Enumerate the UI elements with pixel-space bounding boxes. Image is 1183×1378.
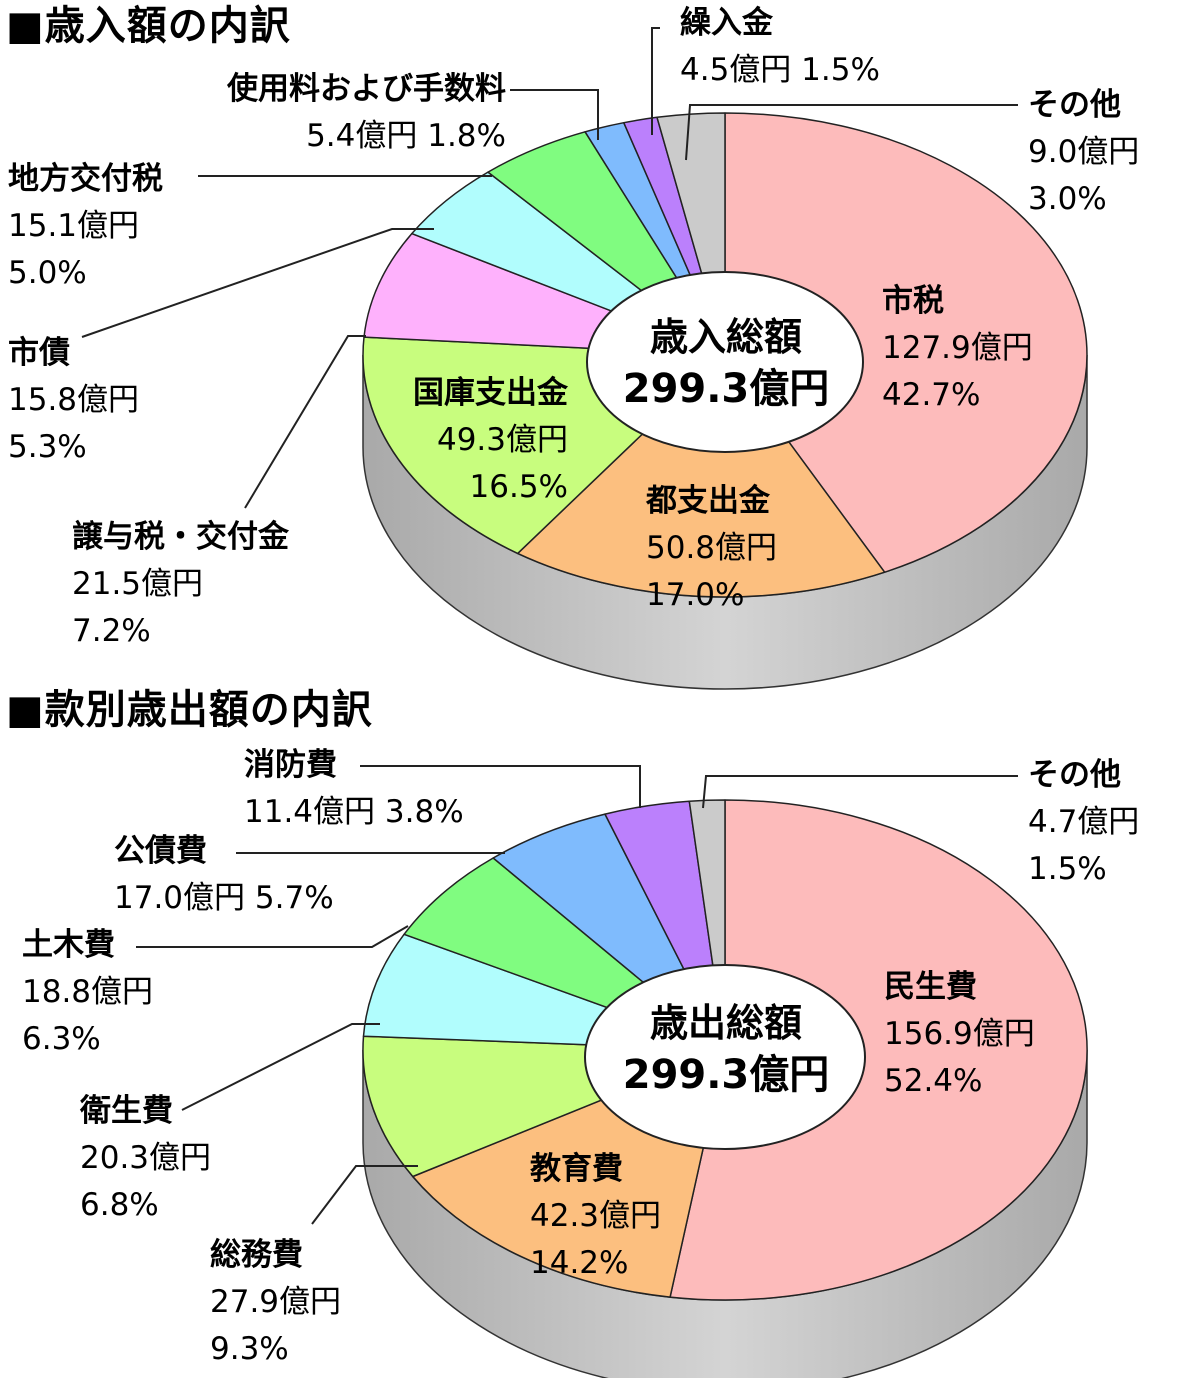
slice-label-kousaihi: 公債費 17.0億円 5.7% xyxy=(114,828,334,922)
slice-name: 都支出金 xyxy=(646,483,770,519)
slice-percent: 1.5% xyxy=(1028,851,1107,887)
slice-value: 17.0億円 xyxy=(114,880,246,916)
slice-percent: 7.2% xyxy=(72,613,151,649)
slice-label-kyouikuhi: 教育費 42.3億円 14.2% xyxy=(530,1146,661,1287)
slice-name: 教育費 xyxy=(530,1151,623,1187)
slice-name: その他 xyxy=(1028,87,1121,123)
slice-label-eiseihi: 衛生費 20.3億円 6.8% xyxy=(80,1088,211,1229)
slice-label-shouboushi: 消防費 11.4億円 3.8% xyxy=(244,742,464,836)
slice-name: 市債 xyxy=(8,335,70,371)
slice-name: 市税 xyxy=(882,283,944,319)
slice-label-minseihi: 民生費 156.9億円 52.4% xyxy=(884,964,1035,1105)
revenue-chart-title: ■歳入額の内訳 xyxy=(6,3,291,49)
slice-name: 民生費 xyxy=(884,969,977,1005)
slice-label-toshishutsukin: 都支出金 50.8億円 17.0% xyxy=(646,478,777,619)
slice-name: 公債費 xyxy=(114,833,207,869)
slice-percent: 9.3% xyxy=(210,1331,289,1367)
slice-percent: 6.8% xyxy=(80,1187,159,1223)
leader-line xyxy=(81,228,434,338)
slice-percent: 5.7% xyxy=(254,880,334,916)
slice-name: 地方交付税 xyxy=(8,161,163,197)
slice-percent: 16.5% xyxy=(469,469,568,505)
slice-name: 国庫支出金 xyxy=(413,375,568,411)
slice-name: 土木費 xyxy=(22,927,115,963)
slice-percent: 6.3% xyxy=(22,1021,101,1057)
leader-line xyxy=(685,104,1018,161)
slice-percent: 42.7% xyxy=(882,377,981,413)
slice-percent: 14.2% xyxy=(530,1245,629,1281)
slice-value: 49.3億円 xyxy=(436,422,568,458)
leader-line xyxy=(181,1023,380,1111)
slice-value: 11.4億円 xyxy=(244,794,376,830)
slice-name: 譲与税・交付金 xyxy=(72,519,289,555)
slice-value: 4.7億円 xyxy=(1028,804,1140,840)
slice-value: 15.8億円 xyxy=(8,382,140,418)
slice-label-sonota-expenditure: その他 4.7億円 1.5% xyxy=(1028,752,1139,893)
slice-value: 50.8億円 xyxy=(646,530,778,566)
leader-line xyxy=(136,925,409,948)
leader-line xyxy=(311,1165,418,1225)
slice-value: 27.9億円 xyxy=(210,1284,342,1320)
slice-percent: 1.8% xyxy=(427,118,506,154)
slice-value: 4.5億円 xyxy=(680,52,792,88)
slice-name: 総務費 xyxy=(210,1237,303,1273)
slice-value: 9.0億円 xyxy=(1028,134,1140,170)
pie-slice xyxy=(669,799,1088,1301)
slice-percent: 5.3% xyxy=(8,429,87,465)
slice-value: 18.8億円 xyxy=(22,974,154,1010)
pie-center-hole xyxy=(586,271,864,453)
slice-value: 156.9億円 xyxy=(884,1016,1035,1052)
slice-value: 20.3億円 xyxy=(80,1140,212,1176)
slice-percent: 5.0% xyxy=(8,255,87,291)
leader-line xyxy=(702,775,1018,809)
slice-label-kokko: 国庫支出金 49.3億円 16.5% xyxy=(378,370,568,511)
leader-line xyxy=(510,89,599,140)
slice-percent: 3.0% xyxy=(1028,181,1107,217)
slice-name: 繰入金 xyxy=(680,5,773,41)
slice-percent: 52.4% xyxy=(884,1063,983,1099)
expenditure-center-label: 歳出総額 299.3億円 xyxy=(592,998,860,1102)
center-total: 299.3億円 xyxy=(622,1052,830,1098)
center-total: 299.3億円 xyxy=(622,366,830,412)
leader-line xyxy=(651,27,660,135)
slice-value: 42.3億円 xyxy=(530,1198,662,1234)
slice-value: 15.1億円 xyxy=(8,208,140,244)
pie-center-hole xyxy=(584,964,866,1150)
slice-name: 使用料および手数料 xyxy=(227,71,506,107)
center-title: 歳入総額 xyxy=(649,315,802,359)
slice-value: 21.5億円 xyxy=(72,566,204,602)
slice-label-kurirekin: 繰入金 4.5億円 1.5% xyxy=(680,0,880,94)
slice-label-dobokuhi: 土木費 18.8億円 6.3% xyxy=(22,922,153,1063)
expenditure-chart-title: ■款別歳出額の内訳 xyxy=(6,687,373,733)
leader-line xyxy=(360,765,641,808)
slice-label-shiyouryou: 使用料および手数料 5.4億円 1.8% xyxy=(166,66,506,160)
slice-name: その他 xyxy=(1028,757,1121,793)
center-title: 歳出総額 xyxy=(649,1001,802,1045)
slice-label-chihoukoufuzei: 地方交付税 15.1億円 5.0% xyxy=(8,156,163,297)
slice-percent: 17.0% xyxy=(646,577,745,613)
slice-value: 5.4億円 xyxy=(306,118,418,154)
pie-slice xyxy=(724,112,1088,573)
slice-name: 衛生費 xyxy=(80,1093,173,1129)
slice-label-jouyozei: 譲与税・交付金 21.5億円 7.2% xyxy=(72,514,289,655)
slice-percent: 1.5% xyxy=(801,52,880,88)
slice-percent: 3.8% xyxy=(384,794,464,830)
slice-name: 消防費 xyxy=(244,747,337,783)
slice-label-soumuhi: 総務費 27.9億円 9.3% xyxy=(210,1232,341,1373)
slice-label-shizei: 市税 127.9億円 42.7% xyxy=(882,278,1033,419)
leader-line xyxy=(244,335,366,509)
slice-label-shisai: 市債 15.8億円 5.3% xyxy=(8,330,139,471)
slice-label-sonota-revenue: その他 9.0億円 3.0% xyxy=(1028,82,1139,223)
revenue-center-label: 歳入総額 299.3億円 xyxy=(592,312,860,416)
slice-value: 127.9億円 xyxy=(882,330,1033,366)
pie-slice xyxy=(516,354,886,598)
